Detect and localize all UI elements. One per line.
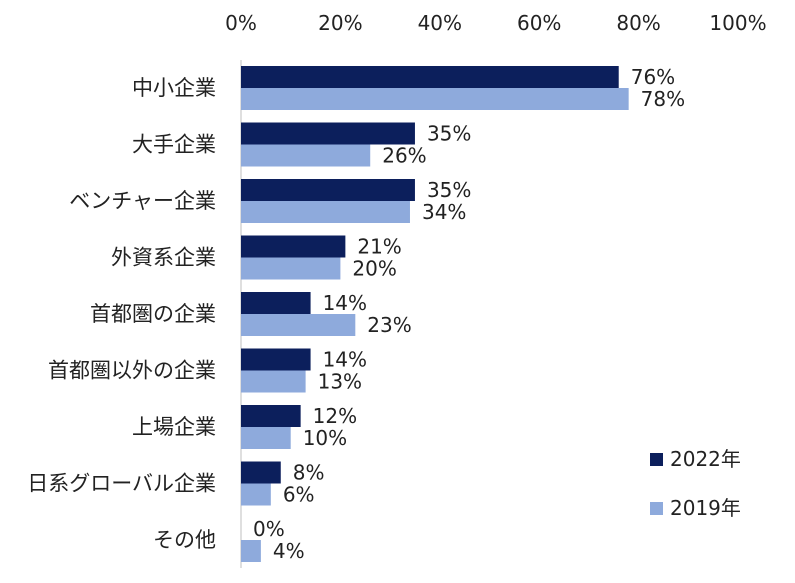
category-label: 中小企業: [132, 76, 216, 100]
bar-2022年: [241, 348, 311, 371]
category-label: 上場企業: [132, 415, 216, 439]
category-label: ベンチャー企業: [69, 189, 216, 213]
data-label: 20%: [352, 257, 396, 281]
data-label: 8%: [293, 461, 325, 485]
bar-2022年: [241, 179, 415, 201]
data-label: 0%: [253, 517, 285, 541]
data-label: 12%: [313, 404, 357, 428]
bars: [241, 66, 629, 562]
bar-2019年: [241, 427, 291, 449]
category-label: 首都圏以外の企業: [48, 359, 216, 383]
legend-swatch: [650, 502, 663, 515]
x-tick-label: 20%: [318, 11, 362, 35]
x-tick-label: 0%: [225, 11, 257, 35]
data-label: 23%: [367, 313, 411, 337]
data-label: 35%: [427, 178, 471, 202]
data-label: 21%: [357, 235, 401, 259]
legend-swatch: [650, 453, 663, 466]
data-label: 14%: [323, 291, 367, 315]
category-label: 日系グローバル企業: [27, 472, 216, 496]
x-tick-labels: 0% 20% 40% 60% 80% 100%: [225, 11, 766, 35]
x-tick-label: 100%: [709, 11, 766, 35]
data-label: 10%: [303, 426, 347, 450]
bar-2019年: [241, 88, 629, 110]
x-tick-label: 80%: [616, 11, 660, 35]
data-labels: 76%78%35%26%35%34%21%20%14%23%14%13%12%1…: [253, 65, 685, 563]
bar-2022年: [241, 122, 415, 145]
legend-label: 2019年: [670, 496, 741, 520]
data-label: 76%: [631, 65, 675, 89]
legend-label: 2022年: [670, 447, 741, 471]
data-label: 14%: [323, 348, 367, 372]
bar-2019年: [241, 144, 371, 167]
data-label: 35%: [427, 122, 471, 146]
data-label: 34%: [422, 200, 466, 224]
bar-2022年: [241, 66, 619, 88]
bar-2022年: [241, 461, 281, 484]
legend: 2022年 2019年: [650, 447, 741, 520]
bar-2019年: [241, 257, 341, 280]
bar-2022年: [241, 405, 301, 427]
category-label: 首都圏の企業: [90, 302, 216, 326]
x-tick-label: 60%: [517, 11, 561, 35]
bar-2022年: [241, 292, 311, 314]
category-label: その他: [153, 528, 216, 552]
data-label: 78%: [641, 87, 685, 111]
data-label: 4%: [273, 539, 305, 563]
bar-2022年: [241, 235, 346, 258]
bar-2019年: [241, 540, 261, 562]
bar-2019年: [241, 370, 306, 393]
bar-2019年: [241, 201, 410, 223]
category-label: 外資系企業: [111, 246, 216, 270]
data-label: 13%: [318, 370, 362, 394]
category-label: 大手企業: [132, 133, 216, 157]
x-tick-label: 40%: [418, 11, 462, 35]
data-label: 6%: [283, 483, 315, 507]
bar-2019年: [241, 483, 271, 506]
data-label: 26%: [382, 144, 426, 168]
bar-2019年: [241, 314, 356, 336]
category-labels: 中小企業大手企業ベンチャー企業外資系企業首都圏の企業首都圏以外の企業上場企業日系…: [27, 76, 216, 552]
